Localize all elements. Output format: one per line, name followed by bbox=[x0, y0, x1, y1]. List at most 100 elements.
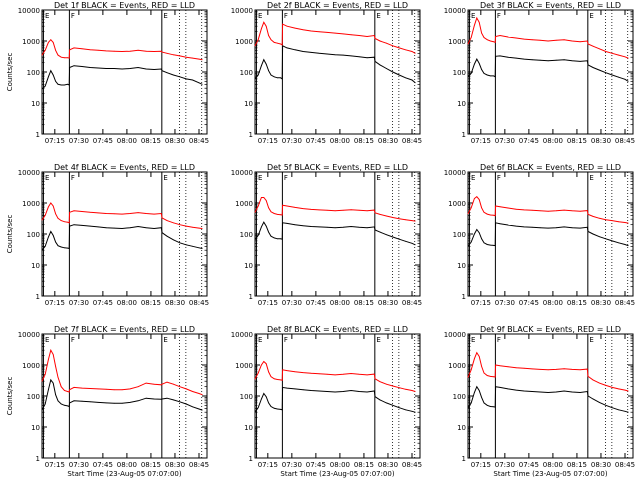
series-point-lld bbox=[599, 217, 600, 219]
y-tick-label: 100 bbox=[453, 393, 466, 401]
series-point-events bbox=[539, 227, 541, 229]
series-point-events bbox=[405, 77, 406, 79]
series-point-events bbox=[50, 379, 52, 381]
series-point-events bbox=[41, 409, 43, 411]
series-point-lld bbox=[179, 55, 181, 57]
plot-frame bbox=[467, 171, 634, 297]
series-point-lld bbox=[68, 391, 70, 393]
y-tick-label: 1000 bbox=[22, 38, 40, 46]
series-point-events bbox=[160, 227, 162, 229]
series-point-lld bbox=[137, 386, 139, 388]
marker-flag: E bbox=[376, 174, 380, 182]
series-point-lld bbox=[495, 205, 496, 207]
y-tick-label: 100 bbox=[453, 231, 466, 239]
series-point-lld bbox=[257, 205, 259, 207]
series-point-lld bbox=[257, 372, 259, 374]
x-tick-label: 08:45 bbox=[402, 299, 422, 307]
series-point-events bbox=[281, 78, 283, 80]
y-tick-label: 10 bbox=[31, 100, 40, 108]
series-point-lld bbox=[67, 57, 68, 59]
series-point-lld bbox=[273, 42, 275, 43]
series-line-events bbox=[467, 55, 629, 82]
series-point-lld bbox=[515, 208, 517, 210]
series-point-lld bbox=[137, 49, 139, 51]
series-point-events bbox=[281, 409, 283, 411]
y-tick-label: 100 bbox=[27, 393, 40, 401]
y-tick-label: 1 bbox=[36, 131, 40, 139]
series-point-events bbox=[373, 56, 375, 58]
series-point-events bbox=[52, 74, 54, 76]
series-point-lld bbox=[611, 52, 613, 54]
marker-flag: E bbox=[45, 336, 49, 344]
series-point-lld bbox=[273, 213, 275, 214]
x-tick-label: 07:15 bbox=[471, 461, 491, 469]
series-point-events bbox=[310, 390, 312, 391]
series-point-events bbox=[334, 391, 336, 393]
series-point-lld bbox=[263, 197, 265, 198]
series-point-events bbox=[160, 68, 162, 70]
series-point-events bbox=[145, 68, 147, 70]
series-point-lld bbox=[490, 40, 491, 42]
series-point-lld bbox=[579, 41, 581, 43]
series-point-lld bbox=[414, 391, 416, 392]
series-point-events bbox=[483, 242, 485, 244]
y-tick-label: 1000 bbox=[22, 362, 40, 370]
x-tick-label: 07:30 bbox=[282, 461, 302, 469]
series-point-events bbox=[499, 223, 501, 225]
series-point-lld bbox=[414, 52, 416, 54]
y-tick-label: 1 bbox=[36, 293, 40, 301]
series-point-events bbox=[179, 401, 181, 403]
series-point-events bbox=[282, 387, 283, 388]
series-point-lld bbox=[60, 56, 62, 58]
series-point-events bbox=[627, 80, 629, 82]
series-line-lld bbox=[254, 360, 416, 392]
marker-flag: F bbox=[497, 12, 501, 20]
panel-5: Det 5f BLACK = Events, RED = LLD 1 10 100 10… bbox=[231, 163, 422, 307]
y-tick-label: 1 bbox=[36, 455, 40, 463]
series-point-lld bbox=[185, 56, 187, 58]
series-point-lld bbox=[490, 376, 491, 377]
series-point-lld bbox=[539, 210, 541, 212]
series-point-lld bbox=[281, 214, 283, 216]
series-point-lld bbox=[326, 209, 328, 211]
series-point-lld bbox=[373, 373, 375, 375]
series-point-lld bbox=[302, 372, 304, 373]
series-point-lld bbox=[52, 42, 54, 43]
series-point-events bbox=[64, 404, 65, 406]
series-point-lld bbox=[198, 393, 200, 394]
series-point-lld bbox=[571, 40, 573, 42]
series-point-events bbox=[121, 402, 123, 404]
series-point-lld bbox=[121, 51, 123, 52]
series-point-events bbox=[547, 227, 549, 229]
series-point-lld bbox=[268, 35, 269, 36]
marker-flag: E bbox=[376, 12, 380, 20]
series-point-events bbox=[515, 57, 517, 59]
series-point-events bbox=[173, 239, 174, 241]
series-point-events bbox=[350, 55, 352, 57]
series-point-events bbox=[166, 397, 168, 399]
series-point-lld bbox=[89, 211, 91, 213]
series-point-lld bbox=[192, 57, 194, 59]
series-point-events bbox=[166, 235, 168, 237]
series-point-events bbox=[523, 58, 525, 60]
series-point-events bbox=[405, 240, 406, 242]
series-point-lld bbox=[481, 207, 482, 209]
series-point-lld bbox=[281, 379, 283, 381]
x-tick-label: 08:30 bbox=[165, 137, 185, 145]
series-point-events bbox=[55, 241, 56, 243]
series-point-lld bbox=[185, 388, 187, 390]
series-point-events bbox=[277, 77, 278, 79]
x-tick-label: 08:45 bbox=[189, 461, 209, 469]
series-point-events bbox=[60, 246, 62, 248]
series-point-events bbox=[411, 79, 413, 81]
series-point-lld bbox=[379, 214, 381, 215]
series-point-lld bbox=[52, 205, 54, 207]
series-point-events bbox=[280, 77, 281, 79]
series-point-events bbox=[599, 402, 600, 403]
series-point-events bbox=[493, 406, 494, 408]
series-point-lld bbox=[282, 204, 283, 206]
series-point-lld bbox=[618, 221, 619, 223]
series-point-lld bbox=[261, 197, 262, 198]
series-point-lld bbox=[44, 373, 46, 375]
series-point-events bbox=[89, 67, 91, 68]
